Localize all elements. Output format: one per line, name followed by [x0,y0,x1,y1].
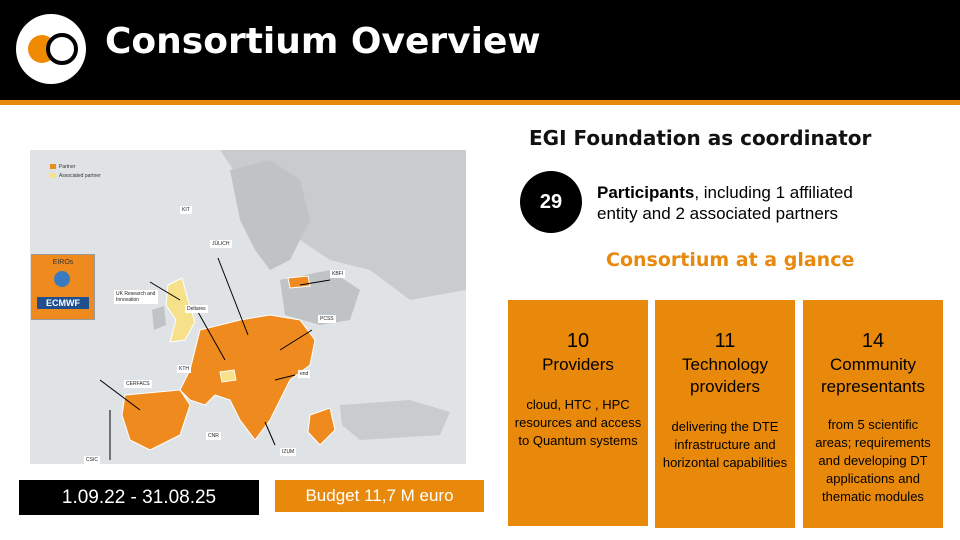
legend-item-partner: Partner [50,164,101,170]
partner-label: CERFACS [124,380,152,388]
participants-text: Participants, including 1 affiliated ent… [597,182,897,224]
europe-map: Partner Associated partner KIT JÜLICH KB… [30,150,466,464]
partner-label: CNR [206,432,221,440]
card-label: Community representants [821,355,925,396]
partner-label: Deltares [185,305,208,313]
egi-logo-icon [16,14,86,84]
participants-bold: Participants [597,183,695,202]
legend-item-associated: Associated partner [50,173,101,179]
partner-label: JÜLICH [210,240,232,248]
card-number: 11 [714,330,736,352]
budget-badge: Budget 11,7 M euro [275,480,484,512]
card-label: Providers [542,355,614,374]
partner-label: UK Research and Innovation [114,290,158,304]
technology-providers-card: 11 Technology providers delivering the D… [655,300,795,528]
page-title: Consortium Overview [105,21,541,62]
providers-card: 10 Providers cloud, HTC , HPC resources … [508,300,648,526]
coordinator-heading: EGI Foundation as coordinator [529,126,872,150]
card-description: cloud, HTC , HPC resources and access to… [514,397,642,448]
community-representants-card: 14 Community representants from 5 scient… [803,300,943,528]
partner-label: KIT [180,206,192,214]
card-description: delivering the DTE infrastructure and ho… [662,419,788,470]
eiros-box: EIROs ECMWF [31,254,95,320]
glance-heading: Consortium at a glance [606,249,855,271]
card-number: 10 [566,330,590,352]
partner-label: PCSS [318,315,336,323]
project-period: 1.09.22 - 31.08.25 [19,480,259,515]
partner-label: IZUM [280,448,297,456]
ecmwf-globe-icon [54,271,70,287]
participants-count-badge: 29 [520,171,582,233]
partner-label: end [298,370,311,378]
europe-map-shapes [99,150,466,460]
eiros-label: EIROs [52,259,74,266]
partner-label: KBFI [330,270,346,278]
card-description: from 5 scientific areas; requirements an… [815,417,931,504]
header-accent-stripe [0,100,960,105]
partner-label: CSIC [84,456,100,464]
map-legend: Partner Associated partner [50,164,101,182]
ecmwf-logo: ECMWF [37,297,89,309]
header-bar: Consortium Overview [0,0,960,100]
card-label: Technology providers [681,355,768,396]
partner-label: KTH [177,365,191,373]
card-number: 14 [861,330,885,352]
participants-rest: , including 1 affiliated entity and 2 as… [597,183,853,223]
